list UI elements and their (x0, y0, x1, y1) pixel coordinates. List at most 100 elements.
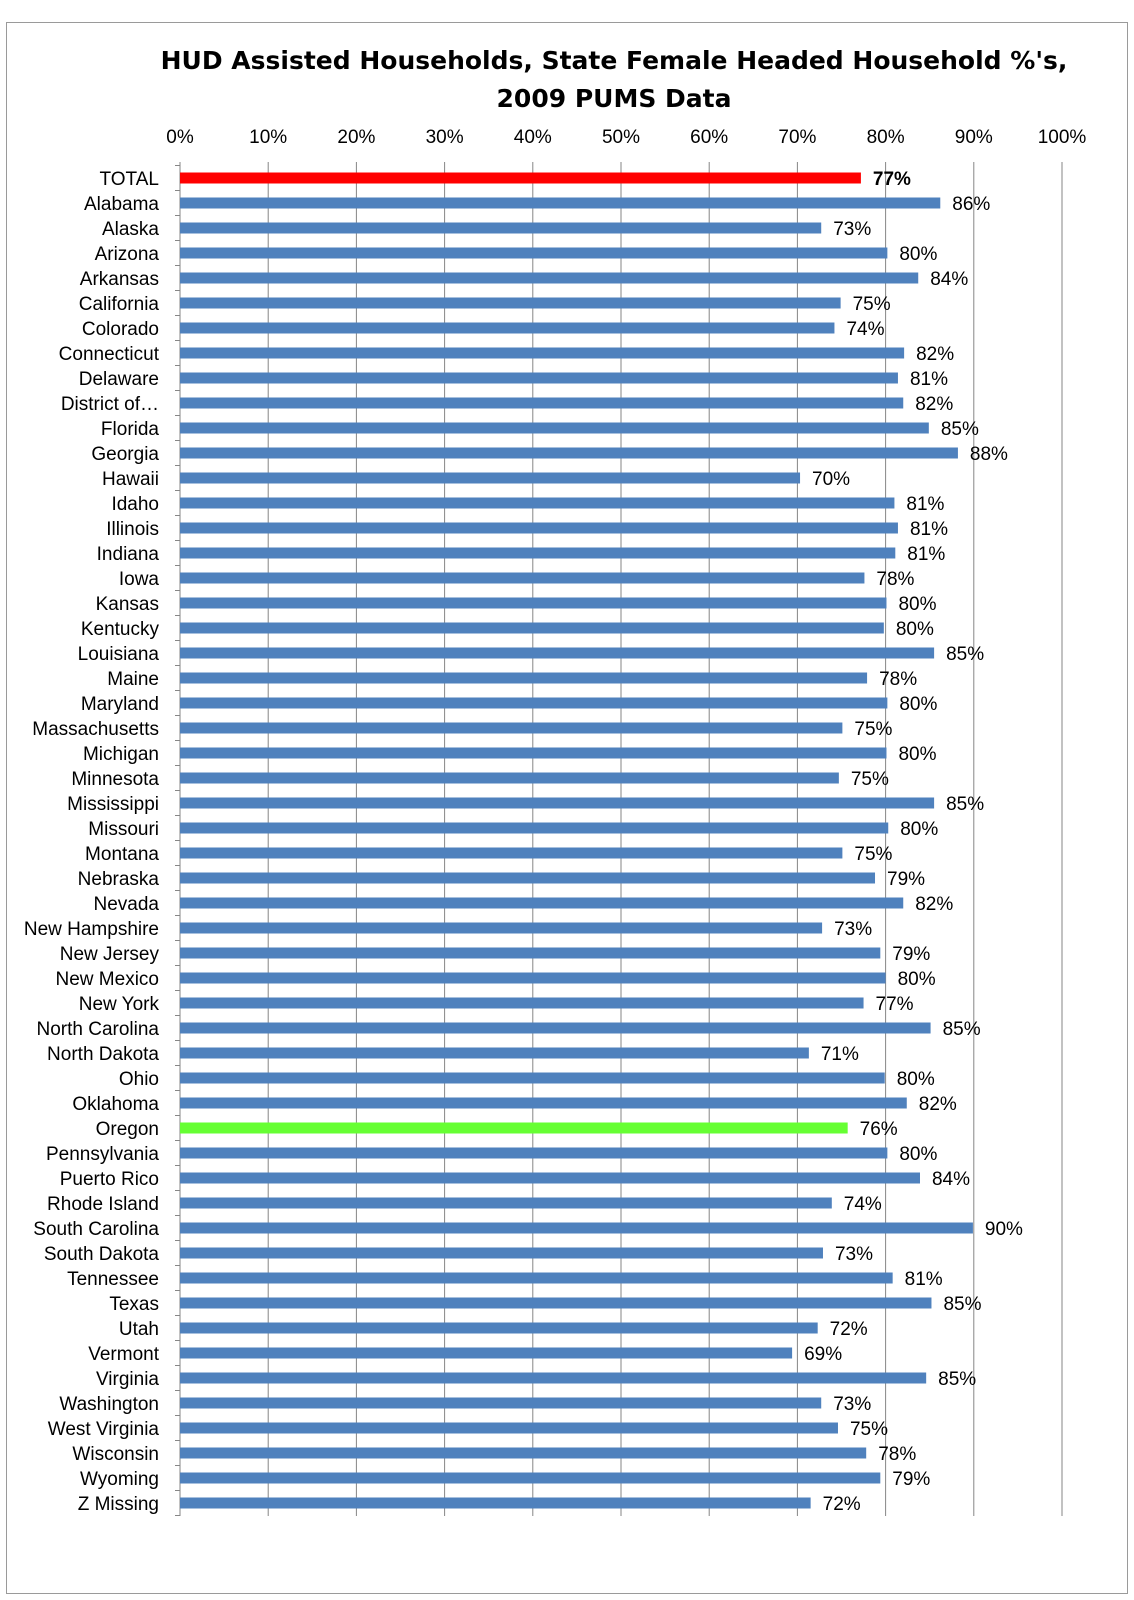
data-label: 81% (910, 519, 948, 540)
category-label: Florida (101, 419, 160, 440)
data-label: 71% (821, 1044, 859, 1065)
data-label: 75% (854, 844, 892, 865)
bar-new-york (180, 997, 864, 1009)
chart-title-line-1: HUD Assisted Households, State Female He… (160, 46, 1068, 75)
x-tick-label: 50% (602, 127, 640, 148)
data-label: 73% (834, 919, 872, 940)
data-label: 85% (946, 644, 984, 665)
bar-maine (180, 672, 868, 684)
category-label: Minnesota (71, 769, 159, 790)
x-tick-label: 100% (1038, 127, 1087, 148)
data-label: 90% (985, 1219, 1023, 1240)
bar-delaware (180, 372, 898, 384)
category-label: Alaska (102, 219, 159, 240)
data-label: 85% (941, 419, 979, 440)
bar-kansas (180, 597, 887, 609)
data-label: 80% (900, 819, 938, 840)
bar-ohio (180, 1072, 885, 1084)
data-label: 74% (846, 319, 884, 340)
category-label: Connecticut (59, 344, 160, 365)
bar-west-virginia (180, 1422, 838, 1434)
data-label: 77% (873, 169, 911, 190)
bar-illinois (180, 522, 898, 534)
bar-washington (180, 1397, 822, 1409)
chart-title-line-2: 2009 PUMS Data (496, 84, 732, 113)
category-label: District of… (61, 394, 159, 415)
bar-iowa (180, 572, 865, 584)
category-label: West Virginia (48, 1419, 160, 1440)
x-tick-label: 30% (426, 127, 464, 148)
bar-wyoming (180, 1472, 881, 1484)
bar-maryland (180, 697, 888, 709)
category-label: Arizona (95, 244, 160, 265)
data-label: 79% (887, 869, 925, 890)
category-label: Iowa (119, 569, 160, 590)
data-label: 78% (878, 1444, 916, 1465)
category-label: New Jersey (60, 944, 160, 965)
data-label: 85% (946, 794, 984, 815)
bar-puerto-rico (180, 1172, 920, 1184)
data-label: 73% (835, 1244, 873, 1265)
chart-title: HUD Assisted Households, State Female He… (160, 42, 1068, 118)
bar-idaho (180, 497, 895, 509)
category-label: North Dakota (47, 1044, 159, 1065)
data-label: 80% (898, 594, 936, 615)
category-label: Oklahoma (72, 1094, 159, 1115)
x-tick-label: 10% (249, 127, 287, 148)
data-label: 81% (906, 494, 944, 515)
bar-south-carolina (180, 1222, 973, 1234)
data-label: 78% (876, 569, 914, 590)
bar-vermont (180, 1347, 793, 1359)
category-label: Colorado (82, 319, 159, 340)
category-label: California (79, 294, 160, 315)
bar-georgia (180, 447, 958, 459)
bar-new-hampshire (180, 922, 823, 934)
data-label: 88% (970, 444, 1008, 465)
data-label: 73% (833, 219, 871, 240)
category-label: Arkansas (80, 269, 159, 290)
data-label: 72% (823, 1494, 861, 1515)
x-tick-label: 20% (337, 127, 375, 148)
bar-oklahoma (180, 1097, 907, 1109)
bar-massachusetts (180, 722, 843, 734)
bar-florida (180, 422, 929, 434)
bar-north-carolina (180, 1022, 931, 1034)
category-label: Tennessee (67, 1269, 159, 1290)
bar-montana (180, 847, 843, 859)
bar-z-missing (180, 1497, 811, 1509)
data-label: 76% (860, 1119, 898, 1140)
bar-tennessee (180, 1272, 893, 1284)
category-label: Maryland (81, 694, 159, 715)
data-label: 84% (932, 1169, 970, 1190)
data-label: 77% (876, 994, 914, 1015)
bar-arkansas (180, 272, 919, 284)
bar-nevada (180, 897, 904, 909)
data-label: 75% (853, 294, 891, 315)
category-label: Wyoming (80, 1469, 159, 1490)
bar-minnesota (180, 772, 839, 784)
data-label: 79% (892, 944, 930, 965)
category-label: Nevada (94, 894, 160, 915)
data-label: 86% (952, 194, 990, 215)
category-label: North Carolina (37, 1019, 160, 1040)
data-label: 85% (943, 1019, 981, 1040)
bar-michigan (180, 747, 887, 759)
data-label: 80% (898, 744, 936, 765)
category-label: Louisiana (78, 644, 160, 665)
x-tick-label: 80% (867, 127, 905, 148)
data-label: 70% (812, 469, 850, 490)
bar-nebraska (180, 872, 876, 884)
x-tick-label: 40% (514, 127, 552, 148)
category-label: Idaho (111, 494, 159, 515)
x-tick-label: 90% (955, 127, 993, 148)
bar-pennsylvania (180, 1147, 888, 1159)
bar-california (180, 297, 841, 309)
x-tick-label: 70% (778, 127, 816, 148)
category-label: Nebraska (78, 869, 160, 890)
category-label: Virginia (96, 1369, 159, 1390)
category-label: South Carolina (33, 1219, 159, 1240)
category-label: Missouri (88, 819, 159, 840)
data-label: 80% (899, 1144, 937, 1165)
category-label: Kansas (96, 594, 159, 615)
bar-virginia (180, 1372, 927, 1384)
